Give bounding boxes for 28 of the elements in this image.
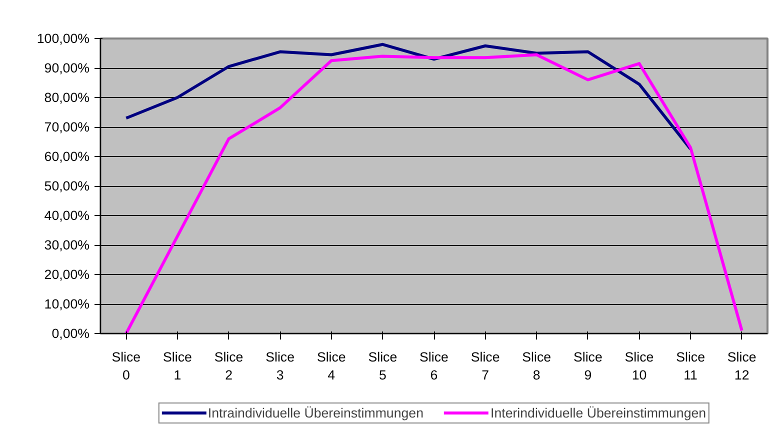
y-tick-label: 80,00% xyxy=(44,90,90,105)
y-tick-label: 0,00% xyxy=(52,326,90,341)
y-tick-label: 90,00% xyxy=(44,60,90,76)
x-tick-label: Slice 11 xyxy=(676,350,705,382)
x-tick-label: Slice 9 xyxy=(573,350,602,382)
y-tick-label: 60,00% xyxy=(44,149,90,164)
line-series xyxy=(124,42,692,151)
x-tick-label: Slice 3 xyxy=(266,350,295,382)
x-tick-label: Slice 4 xyxy=(316,350,346,382)
y-tick-label: 100,00% xyxy=(36,31,90,46)
y-tick-label: 30,00% xyxy=(44,238,90,252)
y-tick-label: 10,00% xyxy=(44,296,90,312)
y-tick-label: 50,00% xyxy=(44,178,90,194)
x-tick-label: Slice 2 xyxy=(214,350,244,382)
legend-label: Interindividuelle Übereinstimmungen xyxy=(490,405,706,420)
line-series xyxy=(124,53,744,334)
x-tick-label: Slice 1 xyxy=(163,350,192,382)
x-tick-label: Slice 8 xyxy=(522,350,552,382)
x-tick-label: Slice 0 xyxy=(112,350,141,382)
y-tick-label: 70,00% xyxy=(44,120,90,134)
x-tick-label: Slice 10 xyxy=(624,350,654,382)
x-tick-label: Slice 12 xyxy=(727,350,756,382)
legend-label: Intraindividuelle Übereinstimmungen xyxy=(208,405,424,420)
y-tick-label: 40,00% xyxy=(44,208,90,223)
x-tick-label: Slice 7 xyxy=(470,350,500,382)
y-tick-label: 20,00% xyxy=(44,267,90,282)
x-tick-label: Slice 5 xyxy=(368,350,398,382)
x-tick-label: Slice 6 xyxy=(420,350,448,382)
